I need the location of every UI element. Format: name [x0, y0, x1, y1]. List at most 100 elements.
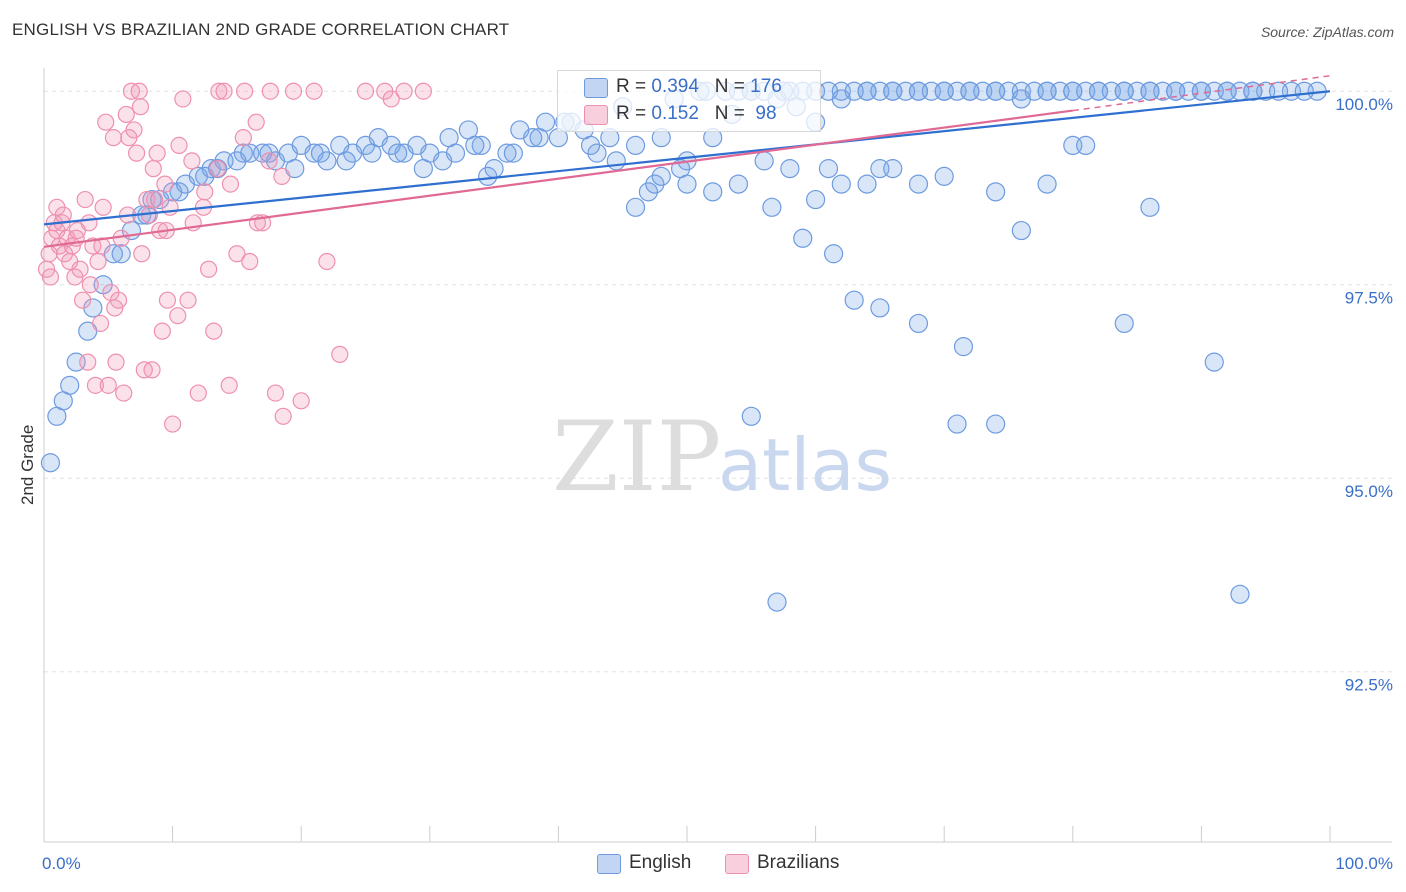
english-point: [529, 128, 549, 148]
brazilian-point: [221, 175, 240, 193]
brazilian-point: [130, 82, 148, 100]
brazilian-point: [104, 129, 123, 147]
english-point: [934, 166, 954, 186]
english-point: [908, 81, 929, 101]
english-point: [638, 182, 659, 202]
english-point: [1230, 584, 1250, 604]
brazilian-point: [215, 82, 233, 100]
chart-title: ENGLISH VS BRAZILIAN 2ND GRADE CORRELATI…: [12, 20, 510, 39]
english-point: [310, 143, 331, 163]
english-point: [1294, 81, 1314, 101]
brazilian-point: [260, 152, 278, 170]
brazilian-point: [54, 206, 72, 224]
brazilian-point: [196, 183, 214, 201]
english-point: [762, 197, 782, 217]
brazilian-point: [144, 160, 162, 178]
brazilian-point: [274, 407, 292, 425]
english-point: [754, 151, 774, 171]
english-point: [1166, 81, 1186, 101]
english-point: [1076, 135, 1096, 155]
english-point: [934, 81, 954, 101]
english-point: [677, 174, 697, 194]
brazilian-point: [284, 82, 303, 100]
y-tick-label-0: 100.0%: [1335, 95, 1393, 114]
english-point: [1140, 197, 1160, 217]
english-point: [960, 81, 980, 101]
english-point: [1140, 81, 1160, 101]
brazilian-point: [158, 291, 177, 309]
english-point: [728, 174, 749, 194]
english-point: [908, 174, 929, 194]
brazilian-point: [148, 144, 166, 162]
english-point: [986, 81, 1006, 101]
english-point: [986, 182, 1006, 202]
english-point: [645, 174, 665, 194]
english-point: [780, 159, 800, 179]
english-point: [953, 337, 974, 357]
english-point: [625, 135, 646, 155]
english-point: [465, 135, 485, 155]
english-point: [503, 143, 523, 163]
english-point: [471, 135, 491, 155]
english-point: [793, 228, 813, 248]
brazilian-point: [220, 376, 238, 394]
grid-lines: [44, 90, 1392, 673]
english-point: [111, 244, 131, 264]
english-point: [625, 197, 646, 217]
brazilian-point: [125, 121, 143, 139]
legend-brazilians-label: Brazilians: [757, 852, 840, 873]
brazilian-swatch: [584, 105, 608, 125]
brazilian-point: [170, 136, 188, 154]
english-point: [336, 151, 356, 171]
brazilian-point: [84, 237, 102, 255]
english-point: [986, 414, 1006, 434]
stats-legend: R = 0.394 N = 176 R = 0.152 N = 98: [557, 70, 821, 132]
english-point: [883, 159, 903, 179]
english-point: [78, 321, 98, 341]
english-point: [1191, 81, 1212, 101]
brazilian-point: [115, 384, 133, 402]
axes: [43, 68, 1392, 843]
brazilian-point: [99, 376, 117, 394]
english-point: [606, 151, 626, 171]
brazilian-point: [127, 144, 146, 162]
brazilian-point: [356, 82, 375, 100]
brazilian-point: [79, 353, 97, 371]
brazilian-points: [37, 82, 432, 433]
english-swatch: [584, 78, 608, 98]
brazilian-point: [209, 160, 227, 178]
brazilian-point: [174, 90, 192, 108]
y-tick-label-1: 97.5%: [1345, 289, 1393, 308]
brazilian-point: [164, 415, 182, 433]
english-point: [233, 143, 253, 163]
brazilian-point: [41, 268, 60, 286]
brazilian-point: [89, 252, 107, 271]
brazilian-point: [169, 307, 187, 325]
english-point: [1088, 81, 1109, 101]
brazilian-point: [318, 252, 336, 271]
brazilian-point: [179, 291, 197, 309]
watermark-zip: ZIP: [552, 401, 721, 513]
brazilian-point: [156, 175, 174, 193]
brazilian-point: [266, 384, 285, 402]
brazilian-point: [80, 214, 98, 232]
brazilian-point: [247, 113, 265, 131]
english-point: [1037, 81, 1057, 101]
english-point: [1063, 81, 1083, 101]
brazilian-point: [71, 260, 89, 278]
y-tick-label-2: 95.0%: [1345, 482, 1393, 501]
english-point: [824, 244, 844, 264]
english-point: [857, 81, 877, 101]
legend-brazilians-swatch: [725, 854, 749, 874]
brazilian-point: [76, 190, 94, 209]
english-trend-line: [43, 90, 1331, 226]
english-point: [908, 313, 929, 334]
english-r-label: R =: [616, 76, 652, 97]
brazilian-point: [305, 82, 323, 100]
english-point: [1037, 174, 1057, 194]
english-point: [805, 189, 826, 210]
english-point: [362, 143, 382, 163]
english-point: [587, 143, 607, 163]
english-point: [523, 128, 543, 148]
